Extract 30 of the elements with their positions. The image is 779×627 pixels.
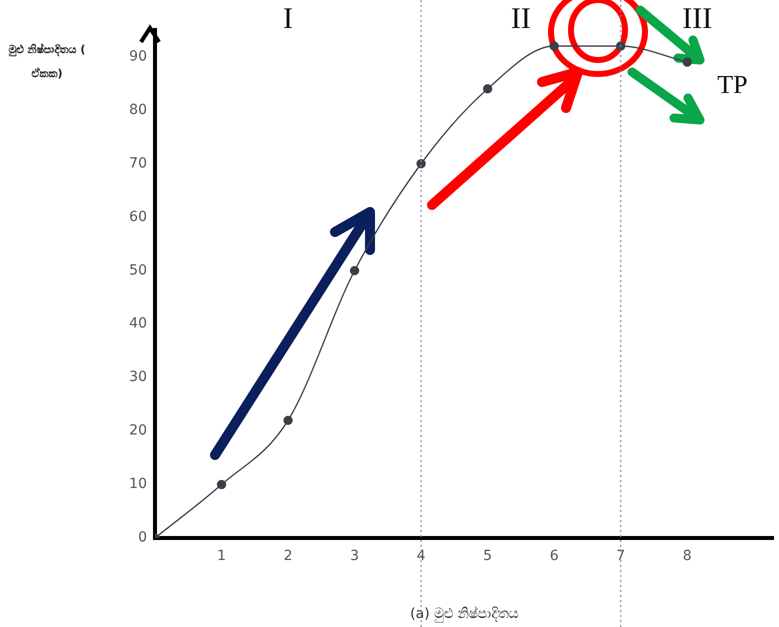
x-tick-label: 2	[284, 548, 293, 564]
point	[283, 416, 293, 426]
point	[482, 84, 492, 94]
annotation: I	[283, 2, 294, 35]
annotation: II	[510, 2, 531, 35]
y-tick-label: 80	[129, 102, 147, 118]
y-tick-label: 60	[129, 208, 147, 225]
y-axis-title: මුළු නිෂ්පාදිතය ( ඒකක)	[8, 42, 86, 82]
y-tick-label: 10	[129, 476, 147, 492]
y-tick-label: 90	[129, 48, 147, 64]
y-tick-label: 30	[129, 369, 147, 386]
x-tick-label: 3	[350, 548, 360, 564]
annotation: III	[682, 2, 712, 35]
x-tick-label: 5	[483, 548, 492, 564]
point	[682, 57, 692, 67]
x-axis-title: (a) මුළු නිෂ්පාදිතය	[410, 606, 519, 624]
series-label: TP	[717, 70, 748, 99]
point	[550, 41, 559, 51]
point	[616, 41, 626, 51]
x-tick-label: 8	[682, 548, 692, 564]
point	[216, 480, 226, 490]
y-tick-label: 0	[138, 530, 147, 546]
x-tick-label: 1	[217, 548, 226, 564]
y-tick-label: 70	[129, 155, 147, 172]
x-tick-label: 6	[550, 548, 559, 564]
y-tick-label: 40	[129, 316, 147, 332]
point	[350, 266, 360, 276]
point	[416, 159, 426, 168]
y-tick-label: 20	[129, 422, 147, 439]
y-tick-label: 50	[129, 262, 147, 278]
